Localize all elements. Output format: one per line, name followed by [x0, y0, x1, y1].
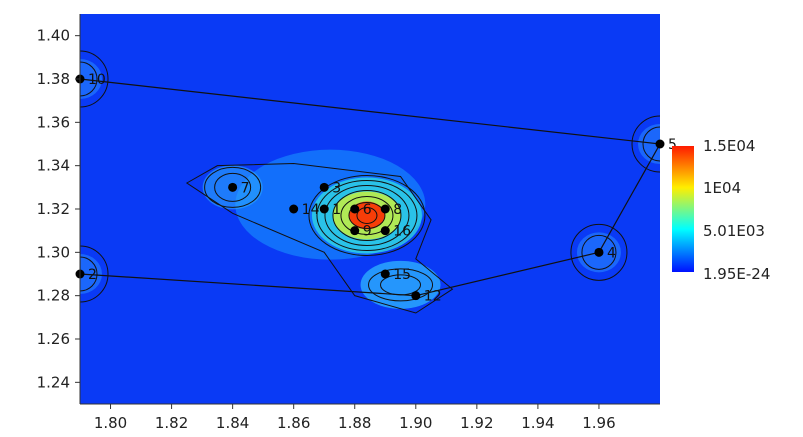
contour-line	[581, 234, 617, 270]
data-point	[319, 182, 329, 192]
x-tick-label: 1.96	[582, 414, 615, 432]
route-segment	[80, 78, 660, 145]
y-tick-label: 1.28	[37, 287, 70, 305]
contour-layer	[80, 50, 660, 314]
contour-line	[80, 245, 109, 303]
contour-line	[356, 207, 378, 224]
point-label: 8	[393, 202, 402, 218]
x-tick-label: 1.90	[399, 414, 432, 432]
point-label: 2	[88, 267, 97, 283]
contour-line	[308, 175, 426, 256]
point-label: 16	[393, 224, 411, 240]
data-point	[228, 182, 238, 192]
point-label: 14	[302, 202, 320, 218]
contour-line	[80, 50, 109, 108]
contour-line	[332, 190, 402, 241]
data-point	[350, 226, 360, 236]
data-point	[380, 204, 390, 214]
x-tick-label: 1.82	[155, 414, 188, 432]
x-tick-label: 1.80	[94, 414, 127, 432]
contour-line	[368, 268, 434, 302]
y-tick-label: 1.40	[37, 27, 70, 45]
contour-outline	[185, 162, 454, 314]
colorbar-label-max: 1.5E04	[703, 137, 755, 155]
colorbar-label-high: 1E04	[703, 179, 741, 197]
data-point	[319, 204, 329, 214]
x-tick-label: 1.88	[338, 414, 371, 432]
point-label: 9	[363, 224, 372, 240]
contour-line	[204, 166, 262, 208]
x-tick-label: 1.94	[521, 414, 554, 432]
colorbar: 1.5E04 1E04 5.01E03 1.95E-24	[672, 137, 770, 283]
point-label: 5	[668, 137, 677, 153]
y-tick-label: 1.26	[37, 330, 70, 348]
y-tick-label: 1.24	[37, 373, 70, 391]
point-label: 10	[88, 72, 106, 88]
contour-line	[316, 180, 418, 251]
x-tick-label: 1.84	[216, 414, 249, 432]
point-label: 12	[424, 289, 442, 305]
contour-line	[348, 202, 386, 229]
x-axis: 1.80 1.82 1.84 1.86 1.88 1.90 1.92 1.94 1.96	[80, 403, 660, 432]
point-label: 6	[363, 202, 372, 218]
contour-line	[642, 126, 660, 162]
y-tick-label: 1.34	[37, 157, 70, 175]
data-point	[289, 204, 299, 214]
x-tick-label: 1.92	[460, 414, 493, 432]
contour-line	[214, 172, 252, 202]
y-tick-label: 1.38	[37, 70, 70, 88]
data-point	[350, 204, 360, 214]
heat-blob	[80, 59, 102, 99]
contour-line	[80, 256, 98, 292]
y-axis: 1.40 1.38 1.36 1.34 1.32 1.30 1.28 1.26 1.24	[37, 14, 81, 404]
data-point	[411, 291, 421, 301]
y-tick-label: 1.30	[37, 243, 70, 261]
contour-line	[340, 196, 394, 235]
data-point	[655, 139, 665, 149]
data-point	[380, 269, 390, 279]
y-tick-label: 1.36	[37, 113, 70, 131]
point-label: 1	[332, 202, 341, 218]
data-point	[380, 226, 390, 236]
route-layer	[80, 78, 660, 297]
x-tick-label: 1.86	[277, 414, 310, 432]
contour-line	[631, 115, 660, 173]
point-label: 3	[332, 180, 341, 196]
contour-line	[570, 223, 628, 281]
contour-line	[324, 185, 410, 246]
data-point	[594, 247, 604, 257]
colorbar-label-min: 1.95E-24	[703, 265, 770, 283]
point-label: 15	[393, 267, 411, 283]
route-segment	[80, 273, 416, 297]
route-segment	[415, 251, 600, 297]
route-segment	[598, 143, 660, 253]
heat-blob	[80, 254, 102, 294]
contour-line	[80, 61, 98, 97]
point-label: 4	[607, 245, 616, 261]
y-tick-label: 1.32	[37, 200, 70, 218]
colorbar-gradient	[672, 146, 694, 272]
colorbar-label-mid: 5.01E03	[703, 222, 765, 240]
point-label: 7	[241, 180, 250, 196]
